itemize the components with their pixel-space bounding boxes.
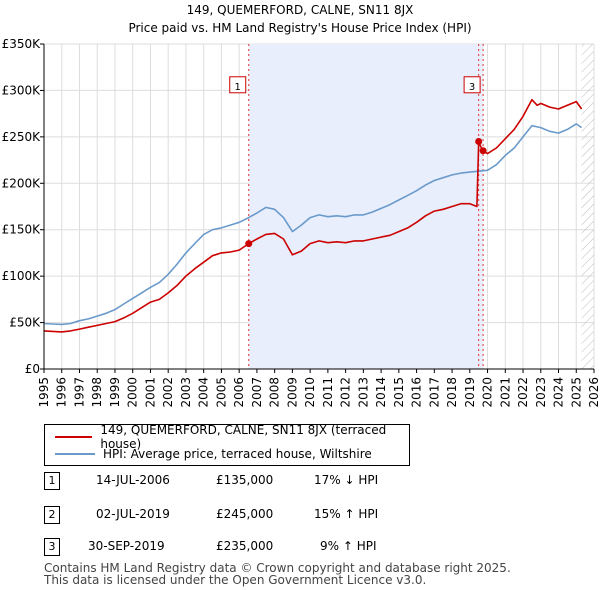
transaction-price: £135,000 (216, 473, 274, 487)
x-tick-label: 2024 (552, 377, 566, 408)
legend-line-hpi (55, 453, 95, 455)
legend-item-property: 149, QUEMERFORD, CALNE, SN11 8JX (terrac… (55, 423, 409, 451)
x-tick-label: 1996 (55, 377, 69, 408)
footer: Contains HM Land Registry data © Crown c… (44, 562, 511, 586)
x-tick-label: 2011 (321, 377, 335, 408)
x-tick-label: 2001 (143, 377, 157, 408)
transaction-marker-1 (245, 240, 253, 248)
transaction-row: 1 14-JUL-2006 £135,000 17% ↓ HPI (44, 472, 544, 490)
hpi-series-line (43, 123, 583, 326)
transaction-number: 2 (44, 506, 60, 524)
annotation-box-3 (463, 76, 481, 94)
axes: £0 £50K £100K £150K £200K £250K £300K £350K 1995… (2, 37, 600, 408)
transaction-number: 3 (44, 538, 60, 556)
annotation-label-3: 3 (469, 82, 475, 93)
x-tick-label: 2004 (197, 377, 211, 408)
y-tick-label: £350K (2, 37, 42, 51)
y-tick-label: £200K (2, 176, 42, 190)
x-tick-label: 2019 (463, 377, 477, 408)
x-tick-label: 2007 (250, 377, 264, 408)
x-tick-label: 2025 (569, 377, 583, 408)
x-tick-label: 2022 (516, 377, 530, 408)
transaction-hpi: 17% ↓ HPI (314, 473, 379, 487)
x-tick-label: 2012 (339, 377, 353, 408)
transaction-price: £245,000 (216, 507, 274, 521)
chart-subtitle: Price paid vs. HM Land Registry's House … (128, 21, 471, 35)
y-tick-label: £50K (9, 316, 41, 330)
x-tick-label: 2009 (285, 377, 299, 408)
transaction-lines (248, 44, 484, 369)
shaded-ranges (248, 44, 594, 369)
x-tick-label: 1997 (72, 377, 86, 408)
x-tick-label: 1995 (37, 377, 51, 408)
chart-title: 149, QUEMERFORD, CALNE, SN11 8JX (187, 3, 414, 17)
x-tick-label: 2017 (427, 377, 441, 408)
x-tick-label: 1998 (90, 377, 104, 408)
x-tick-label: 2015 (392, 377, 406, 408)
y-tick-label: £250K (2, 130, 42, 144)
property-series-line (43, 98, 583, 333)
transaction-marker-3 (479, 147, 487, 155)
x-tick-label: 1999 (108, 377, 122, 408)
x-tick-label: 2018 (445, 377, 459, 408)
annotation-label-1: 1 (235, 82, 241, 93)
transaction-number: 1 (44, 472, 60, 490)
x-tick-label: 2003 (179, 377, 193, 408)
legend-line-property (55, 436, 93, 438)
transaction-date: 14-JUL-2006 (96, 473, 170, 487)
x-tick-label: 2013 (356, 377, 370, 408)
legend-label-property: 149, QUEMERFORD, CALNE, SN11 8JX (terrac… (100, 423, 387, 451)
footer-copyright: Contains HM Land Registry data © Crown c… (44, 561, 511, 575)
x-tick-label: 2005 (214, 377, 228, 408)
y-tick-label: £300K (2, 83, 42, 97)
y-tick-label: £0 (25, 362, 40, 376)
annotation-box-1 (229, 76, 247, 94)
x-tick-label: 2000 (126, 377, 140, 408)
transaction-date: 30-SEP-2019 (88, 539, 165, 553)
x-tick-label: 2014 (374, 377, 388, 408)
transaction-hpi: 15% ↑ HPI (314, 507, 379, 521)
x-tick-label: 2020 (481, 377, 495, 408)
x-tick-label: 2021 (498, 377, 512, 408)
transaction-date: 02-JUL-2019 (96, 507, 170, 521)
y-tick-label: £100K (2, 269, 42, 283)
price-chart: 149, QUEMERFORD, CALNE, SN11 8JX Price p… (2, 3, 600, 408)
x-tick-label: 2002 (161, 377, 175, 408)
footer-licence: This data is licensed under the Open Gov… (44, 573, 427, 587)
y-tick-label: £150K (2, 223, 42, 237)
transaction-hpi: 9% ↑ HPI (320, 539, 377, 553)
future-hatch-region (581, 44, 594, 369)
transaction-price: £235,000 (216, 539, 274, 553)
legend-item-hpi: HPI: Average price, terraced house, Wilt… (55, 446, 372, 462)
x-tick-label: 2016 (410, 377, 424, 408)
x-tick-label: 2010 (303, 377, 317, 408)
x-tick-label: 2026 (587, 377, 600, 408)
series-lines (43, 98, 583, 333)
legend: 149, QUEMERFORD, CALNE, SN11 8JX (terrac… (44, 423, 410, 466)
legend-label-hpi: HPI: Average price, terraced house, Wilt… (103, 447, 372, 461)
transaction-marker-2 (475, 138, 483, 145)
transaction-row: 2 02-JUL-2019 £245,000 15% ↑ HPI (44, 506, 544, 524)
x-tick-label: 2008 (268, 377, 282, 408)
transaction-row: 3 30-SEP-2019 £235,000 9% ↑ HPI (44, 538, 544, 556)
x-tick-label: 2023 (534, 377, 548, 408)
ownership-shade-region (248, 44, 484, 369)
transaction-markers (245, 138, 487, 248)
x-tick-label: 2006 (232, 377, 246, 408)
